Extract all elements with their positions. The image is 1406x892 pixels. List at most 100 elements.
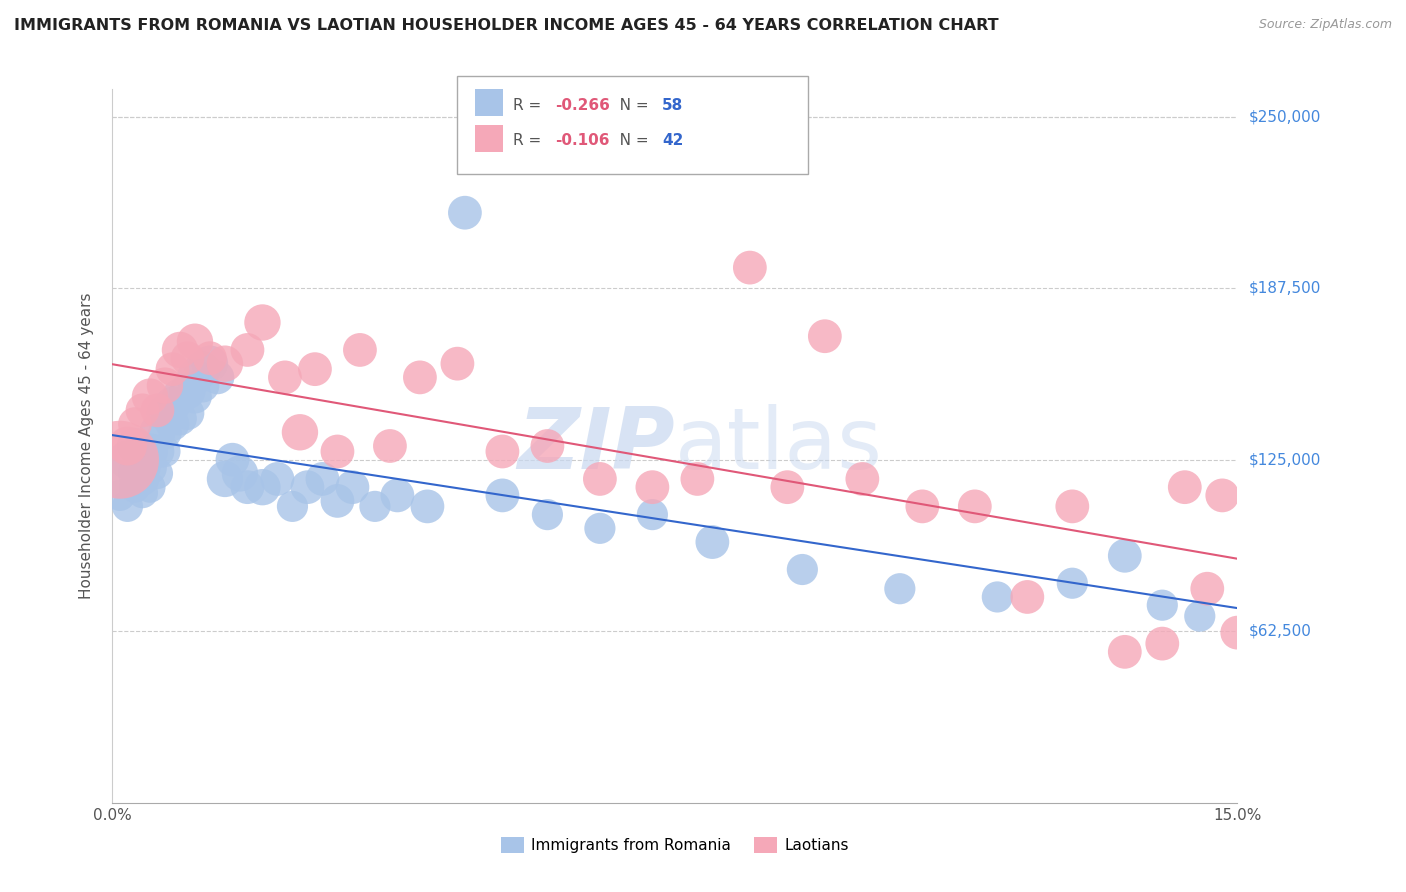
Point <box>146 444 169 458</box>
Point <box>124 439 146 453</box>
Point <box>214 357 236 371</box>
Point <box>131 485 153 500</box>
Text: N =: N = <box>605 134 652 148</box>
Point <box>236 480 259 494</box>
Text: -0.106: -0.106 <box>555 134 610 148</box>
Text: 42: 42 <box>662 134 683 148</box>
Text: -0.266: -0.266 <box>555 98 610 112</box>
Point <box>1152 637 1174 651</box>
Point <box>686 472 709 486</box>
Point <box>162 417 184 431</box>
Y-axis label: Householder Income Ages 45 - 64 years: Householder Income Ages 45 - 64 years <box>79 293 94 599</box>
Point <box>889 582 911 596</box>
Point <box>207 370 229 384</box>
Point <box>191 362 214 376</box>
Point <box>304 362 326 376</box>
Point <box>153 378 176 392</box>
Point <box>214 472 236 486</box>
Point <box>139 480 162 494</box>
Point <box>491 444 513 458</box>
Text: IMMIGRANTS FROM ROMANIA VS LAOTIAN HOUSEHOLDER INCOME AGES 45 - 64 YEARS CORRELA: IMMIGRANTS FROM ROMANIA VS LAOTIAN HOUSE… <box>14 18 998 33</box>
Point <box>297 480 319 494</box>
Point <box>184 334 207 349</box>
Point <box>776 480 799 494</box>
Point <box>252 480 274 494</box>
Point <box>446 357 468 371</box>
Point <box>176 351 198 366</box>
Point <box>124 467 146 481</box>
Point <box>911 500 934 514</box>
Text: $250,000: $250,000 <box>1249 109 1320 124</box>
Point <box>139 461 162 475</box>
Point <box>1114 645 1136 659</box>
Point <box>131 461 153 475</box>
Point <box>198 351 221 366</box>
Text: atlas: atlas <box>675 404 883 488</box>
Point <box>416 500 439 514</box>
Point <box>589 521 612 535</box>
Legend: Immigrants from Romania, Laotians: Immigrants from Romania, Laotians <box>495 831 855 859</box>
Point <box>326 494 349 508</box>
Point <box>1152 598 1174 612</box>
Point <box>169 343 191 357</box>
Point <box>153 425 176 440</box>
Point <box>349 343 371 357</box>
Point <box>124 417 146 431</box>
Point <box>702 535 724 549</box>
Point <box>986 590 1008 604</box>
Point <box>589 472 612 486</box>
Point <box>184 370 207 384</box>
Text: ZIP: ZIP <box>517 404 675 488</box>
Point <box>139 444 162 458</box>
Point <box>198 357 221 371</box>
Point <box>364 500 387 514</box>
Point <box>139 390 162 404</box>
Point <box>266 472 288 486</box>
Point <box>1062 500 1084 514</box>
Point <box>1211 488 1233 502</box>
Point <box>454 205 477 219</box>
Point <box>131 403 153 417</box>
Point <box>124 480 146 494</box>
Point <box>1017 590 1039 604</box>
Point <box>108 488 131 502</box>
Point <box>1226 625 1249 640</box>
Point <box>792 562 814 576</box>
Point <box>326 444 349 458</box>
Point <box>169 390 191 404</box>
Point <box>274 370 297 384</box>
Point <box>108 472 131 486</box>
Point <box>252 316 274 330</box>
Point <box>963 500 986 514</box>
Point <box>221 452 243 467</box>
Point <box>131 472 153 486</box>
Point <box>191 378 214 392</box>
Point <box>311 472 333 486</box>
Text: Source: ZipAtlas.com: Source: ZipAtlas.com <box>1258 18 1392 31</box>
Point <box>117 500 139 514</box>
Point <box>1062 576 1084 591</box>
Point <box>536 439 558 453</box>
Point <box>153 444 176 458</box>
Point <box>146 467 169 481</box>
Text: R =: R = <box>513 134 547 148</box>
Point <box>851 472 873 486</box>
Point <box>378 439 401 453</box>
Text: $125,000: $125,000 <box>1249 452 1320 467</box>
Text: $62,500: $62,500 <box>1249 624 1312 639</box>
Text: N =: N = <box>605 98 652 112</box>
Point <box>1174 480 1197 494</box>
Point <box>536 508 558 522</box>
Text: R =: R = <box>513 98 547 112</box>
Point <box>146 425 169 440</box>
Point <box>1197 582 1219 596</box>
Point <box>236 343 259 357</box>
Text: $187,500: $187,500 <box>1249 281 1320 295</box>
Point <box>162 398 184 412</box>
Point <box>641 480 664 494</box>
Point <box>162 362 184 376</box>
Point <box>117 439 139 453</box>
Text: 58: 58 <box>662 98 683 112</box>
Point <box>281 500 304 514</box>
Point <box>153 406 176 420</box>
